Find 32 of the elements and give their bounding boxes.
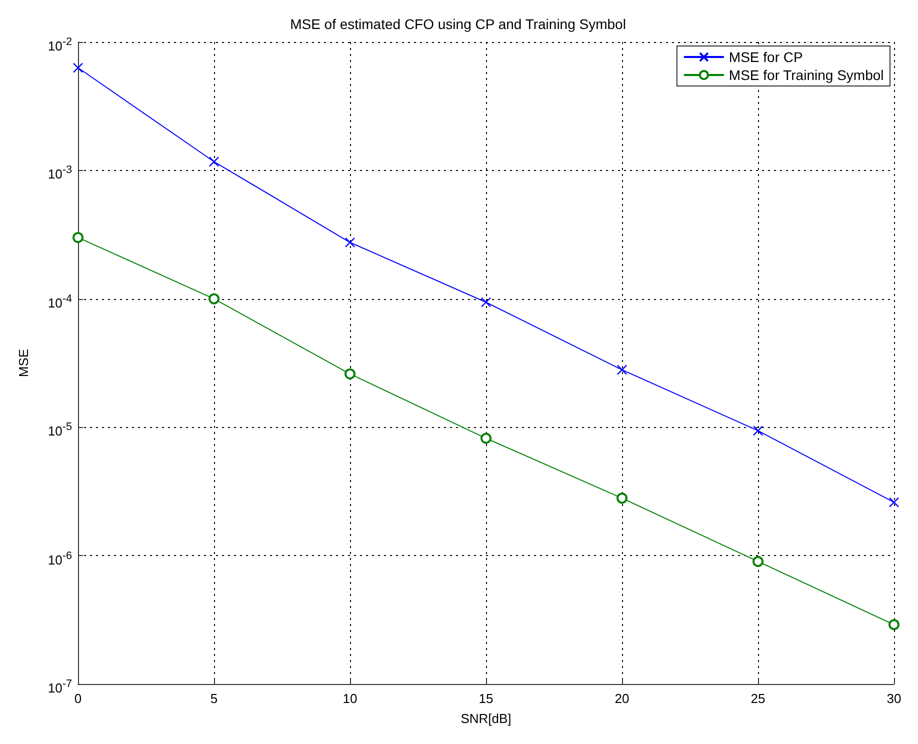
y-tick-label: 10$^{-6}$ [48, 548, 72, 569]
point [208, 156, 220, 167]
x-axis-title: SNR[dB] [460, 711, 512, 726]
x-tick-label: 5 [210, 691, 218, 706]
x-tick-label: 20 [614, 691, 630, 706]
y-tick-label: 10$^{-4}$ [48, 292, 72, 312]
chart-title: MSE of estimated CFO using CP and Training Symbol [290, 16, 626, 32]
point [480, 297, 492, 308]
x-tick-label: 10 [342, 691, 358, 706]
point [344, 237, 356, 248]
y-tick-label: 10$^{-7}$ [48, 677, 72, 698]
x-tick-label: 0 [74, 691, 82, 706]
point [616, 492, 628, 504]
x-tick-label: 25 [750, 691, 766, 706]
point [72, 62, 84, 73]
point [344, 368, 356, 380]
y-tick-label: 10$^{-3}$ [48, 163, 72, 184]
point [752, 556, 764, 567]
x-tick-label: 30 [886, 691, 902, 706]
legend-label: MSE for CP [728, 49, 803, 65]
y-tick-label: 10$^{-2}$ [48, 35, 72, 56]
legend-label: MSE for Training Symbol [728, 67, 884, 83]
point [888, 497, 900, 508]
point [72, 232, 84, 244]
point [208, 293, 220, 304]
point [616, 364, 628, 375]
point [888, 619, 900, 630]
point [480, 432, 492, 444]
x-tick-label: 15 [478, 691, 494, 706]
point [752, 426, 764, 436]
y-tick-label: 10$^{-5}$ [48, 420, 72, 441]
y-axis-title: MSE [16, 348, 31, 378]
